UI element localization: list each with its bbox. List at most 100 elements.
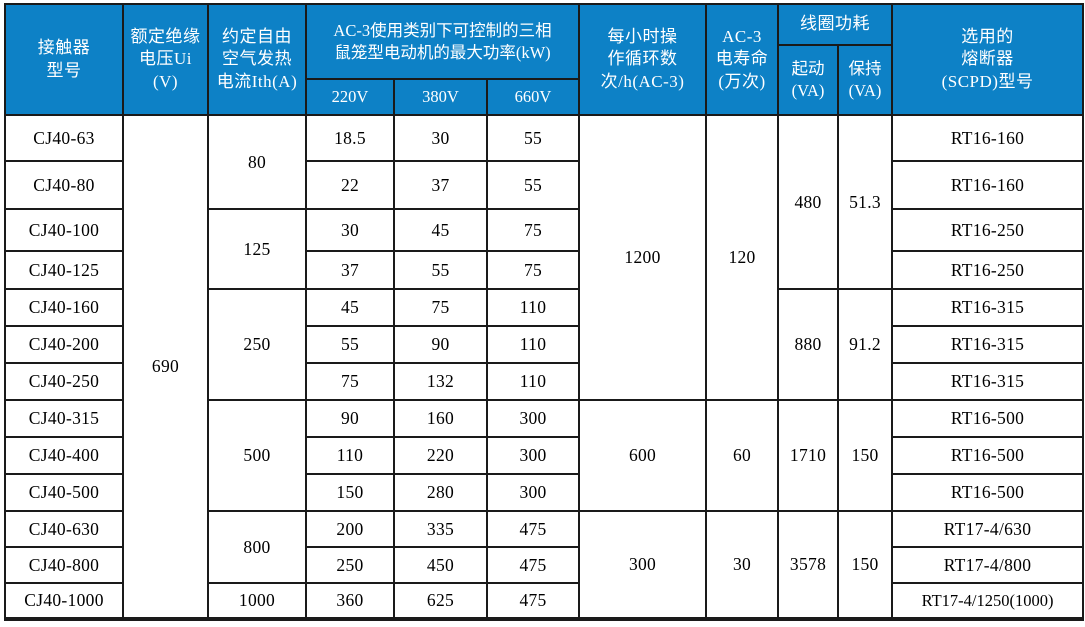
cell-model: CJ40-100 xyxy=(4,208,124,252)
cell-model: CJ40-500 xyxy=(4,473,124,512)
cell-power-220: 18.5 xyxy=(305,114,395,162)
cell-cycles: 300 xyxy=(578,510,708,620)
cell-power-380: 37 xyxy=(393,160,488,210)
cell-power-220: 30 xyxy=(305,208,395,252)
cell-power-380: 75 xyxy=(393,288,488,327)
cell-fuse: RT17-4/630 xyxy=(891,510,1085,548)
cell-cycles: 1200 xyxy=(578,114,708,401)
cell-fuse: RT16-500 xyxy=(891,436,1085,475)
cell-model: CJ40-63 xyxy=(4,114,124,162)
cell-fuse: RT16-315 xyxy=(891,325,1085,364)
cell-power-660: 75 xyxy=(485,208,581,252)
cell-power-380: 30 xyxy=(393,114,488,162)
cell-power-380: 280 xyxy=(393,473,488,512)
cell-coil-hold: 91.2 xyxy=(837,288,894,401)
cell-coil-hold: 150 xyxy=(837,510,894,620)
cell-coil-start: 1710 xyxy=(777,399,840,512)
cell-power-660: 75 xyxy=(485,250,581,290)
cell-ith: 250 xyxy=(207,288,307,401)
cell-model: CJ40-315 xyxy=(4,399,124,438)
cell-fuse: RT16-250 xyxy=(891,208,1085,252)
cell-power-660: 300 xyxy=(485,436,581,475)
cell-power-660: 110 xyxy=(485,288,581,327)
cell-power-380: 625 xyxy=(393,582,488,620)
cell-fuse: RT17-4/1250(1000) xyxy=(891,582,1085,620)
header-coil-hold-va: 保持 (VA) xyxy=(837,44,894,116)
header-conventional-thermal-current: 约定自由 空气发热 电流Ith(A) xyxy=(207,3,307,116)
cell-fuse: RT16-500 xyxy=(891,473,1085,512)
cell-coil-start: 880 xyxy=(777,288,840,401)
table-row: CJ40-315 500 90 160 300 600 60 1710 150 … xyxy=(4,399,1085,512)
cell-power-380: 132 xyxy=(393,362,488,401)
cell-model: CJ40-160 xyxy=(4,288,124,327)
table-row: CJ40-1000 1000 360 625 475 RT17-4/1250(1… xyxy=(4,582,1085,620)
cell-power-380: 335 xyxy=(393,510,488,548)
cell-power-380: 160 xyxy=(393,399,488,438)
cell-fuse: RT16-500 xyxy=(891,399,1085,438)
table-row: CJ40-400 110 220 300 RT16-500 xyxy=(4,436,1085,475)
cell-model: CJ40-125 xyxy=(4,250,124,290)
cell-model: CJ40-200 xyxy=(4,325,124,364)
cell-power-660: 475 xyxy=(485,510,581,548)
cell-model: CJ40-630 xyxy=(4,510,124,548)
table-row: CJ40-500 150 280 300 RT16-500 xyxy=(4,473,1085,512)
table-row: CJ40-125 37 55 75 RT16-250 xyxy=(4,250,1085,290)
table-row: CJ40-630 800 200 335 475 300 30 3578 150… xyxy=(4,510,1085,620)
table-row: CJ40-250 75 132 110 RT16-315 xyxy=(4,362,1085,401)
header-contactor-model: 接触器 型号 xyxy=(4,3,124,116)
table-row: CJ40-63 690 80 18.5 30 55 1200 120 480 5… xyxy=(4,114,1085,620)
cell-power-380: 55 xyxy=(393,250,488,290)
cell-power-660: 55 xyxy=(485,160,581,210)
cell-power-220: 45 xyxy=(305,288,395,327)
cell-power-660: 110 xyxy=(485,362,581,401)
cell-power-660: 300 xyxy=(485,399,581,438)
cell-power-660: 300 xyxy=(485,473,581,512)
contactor-spec-table: 接触器 型号 额定绝缘 电压Ui (V) 约定自由 空气发热 电流Ith(A) … xyxy=(4,3,1085,621)
table-body: CJ40-63 690 80 18.5 30 55 1200 120 480 5… xyxy=(4,114,1085,620)
cell-power-220: 37 xyxy=(305,250,395,290)
cell-power-660: 475 xyxy=(485,546,581,584)
cell-power-220: 200 xyxy=(305,510,395,548)
cell-fuse: RT16-250 xyxy=(891,250,1085,290)
cell-model: CJ40-80 xyxy=(4,160,124,210)
header-coil-start-va: 起动 (VA) xyxy=(777,44,840,116)
cell-coil-hold: 150 xyxy=(837,399,894,512)
cell-cycles: 600 xyxy=(578,399,708,512)
header-rated-insulation-voltage: 额定绝缘 电压Ui (V) xyxy=(122,3,209,116)
table-row: CJ40-200 55 90 110 RT16-315 xyxy=(4,325,1085,364)
cell-coil-start: 480 xyxy=(777,114,840,290)
header-operating-cycles-per-hour: 每小时操 作循环数 次/h(AC-3) xyxy=(578,3,708,116)
header-ac3-max-power-group: AC-3使用类别下可控制的三相 鼠笼型电动机的最大功率(kW) xyxy=(304,3,581,80)
cell-power-660: 110 xyxy=(485,325,581,364)
cell-power-660: 475 xyxy=(485,582,581,620)
cell-power-220: 360 xyxy=(305,582,395,620)
cell-power-380: 220 xyxy=(393,436,488,475)
cell-life: 120 xyxy=(705,114,780,401)
cell-power-220: 250 xyxy=(305,546,395,584)
header-voltage-220v: 220V xyxy=(305,78,395,116)
cell-power-380: 90 xyxy=(393,325,488,364)
cell-power-660: 55 xyxy=(485,114,581,162)
cell-ith: 125 xyxy=(207,208,307,290)
cell-power-220: 22 xyxy=(305,160,395,210)
cell-coil-start: 3578 xyxy=(777,510,840,620)
cell-power-220: 150 xyxy=(305,473,395,512)
cell-power-380: 450 xyxy=(393,546,488,584)
cell-fuse: RT17-4/800 xyxy=(891,546,1085,584)
cell-model: CJ40-800 xyxy=(4,546,124,584)
table-header: 接触器 型号 额定绝缘 电压Ui (V) 约定自由 空气发热 电流Ith(A) … xyxy=(4,3,1085,116)
table-row: CJ40-80 22 37 55 RT16-160 xyxy=(4,160,1085,210)
table-row: CJ40-100 125 30 45 75 RT16-250 xyxy=(4,208,1085,290)
table-row: CJ40-800 250 450 475 RT17-4/800 xyxy=(4,546,1085,584)
cell-power-220: 90 xyxy=(305,399,395,438)
cell-power-220: 55 xyxy=(305,325,395,364)
cell-fuse: RT16-160 xyxy=(891,114,1085,162)
cell-model: CJ40-400 xyxy=(4,436,124,475)
cell-ith: 500 xyxy=(207,399,307,512)
table-row: CJ40-160 250 45 75 110 880 91.2 RT16-315 xyxy=(4,288,1085,401)
cell-ui-voltage: 690 xyxy=(122,114,209,620)
cell-ith: 800 xyxy=(207,510,307,584)
cell-fuse: RT16-315 xyxy=(891,288,1085,327)
cell-life: 60 xyxy=(705,399,780,512)
